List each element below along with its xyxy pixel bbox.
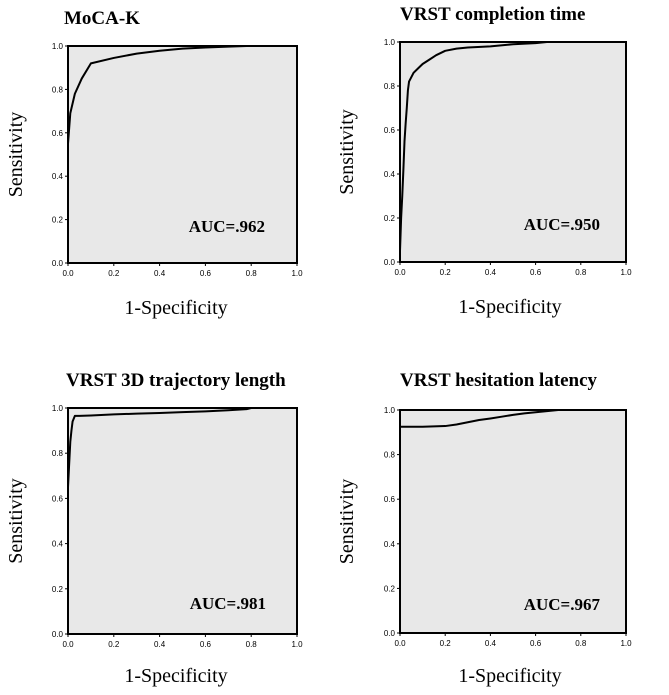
auc-annotation: AUC=.962: [189, 217, 265, 236]
roc-panel-1: MoCA-K 0.0 0.2 0.4 0.6 0.8 1.0 0.0 0.2 0.4 0.6 0.8 1…: [5, 8, 303, 319]
x-tick-label: 0.0: [394, 639, 406, 648]
y-tick-label: 0.8: [52, 85, 64, 94]
y-tick-label: 0.4: [52, 172, 64, 181]
auc-annotation: AUC=.950: [524, 215, 600, 234]
plot-frame: [67, 45, 298, 264]
x-tick-label: 1.0: [620, 639, 632, 648]
y-tick-label: 1.0: [52, 404, 64, 413]
y-tick-label: 0.6: [384, 126, 396, 135]
y-tick-label: 0.6: [52, 129, 64, 138]
x-tick-label: 0.8: [246, 640, 258, 649]
y-axis-label: Sensitivity: [336, 109, 358, 195]
y-axis-label: Sensitivity: [336, 479, 358, 565]
roc-curve-line: [399, 409, 626, 633]
x-tick-label: 0.4: [154, 640, 166, 649]
x-axis-label: 1-Specificity: [124, 297, 227, 319]
y-tick-label: 0.0: [384, 258, 396, 267]
y-tick-label: 1.0: [384, 38, 396, 47]
y-tick-label: 0.2: [384, 214, 396, 223]
y-tick-label: 0.0: [52, 630, 64, 639]
y-tick-label: 0.2: [384, 584, 396, 593]
y-tick-label: 0.8: [384, 82, 396, 91]
auc-annotation: AUC=.981: [190, 594, 266, 613]
x-tick-label: 0.0: [62, 269, 74, 278]
plot-area: [67, 407, 298, 635]
plot-area: [67, 45, 298, 264]
roc-panel-4: VRST hesitation latency 0.0 0.2 0.4 0.6 0.8 1.…: [336, 370, 632, 687]
y-tick-label: 0.4: [52, 540, 64, 549]
x-tick-label: 0.8: [575, 268, 587, 277]
y-tick-label: 1.0: [52, 42, 64, 51]
x-tick-label: 0.2: [440, 639, 452, 648]
x-tick-label: 0.4: [154, 269, 166, 278]
auc-annotation: AUC=.967: [524, 595, 601, 614]
y-tick-label: 0.2: [52, 216, 64, 225]
roc-panel-2: VRST completion time 0.0 0.2 0.4 0.6 0.8 1.0 0.…: [336, 4, 632, 318]
panel-title: MoCA-K: [64, 8, 140, 29]
x-axis-label: 1-Specificity: [124, 665, 227, 687]
roc-panel-3: VRST 3D trajectory length 0.0 0.2 0.4 0.6 0.8…: [5, 370, 303, 687]
x-tick-label: 0.6: [530, 639, 542, 648]
x-tick-label: 0.4: [485, 268, 497, 277]
x-tick-label: 1.0: [620, 268, 632, 277]
y-tick-label: 0.4: [384, 540, 396, 549]
x-tick-label: 0.8: [246, 269, 258, 278]
plot-frame: [399, 41, 627, 263]
x-tick-label: 0.4: [485, 639, 497, 648]
x-tick-label: 1.0: [291, 269, 303, 278]
roc-curve-line: [67, 407, 297, 488]
panel-title: VRST 3D trajectory length: [66, 370, 286, 391]
y-tick-label: 0.6: [384, 495, 396, 504]
y-axis-label: Sensitivity: [5, 478, 27, 564]
y-tick-label: 0.4: [384, 170, 396, 179]
x-tick-label: 0.2: [108, 269, 120, 278]
y-tick-label: 0.8: [52, 449, 64, 458]
x-tick-label: 0.0: [62, 640, 74, 649]
plot-frame: [399, 409, 627, 634]
x-axis-label: 1-Specificity: [458, 296, 561, 318]
x-axis-label: 1-Specificity: [458, 665, 561, 687]
x-tick-label: 0.6: [200, 269, 212, 278]
y-axis-label: Sensitivity: [5, 112, 27, 198]
x-tick-label: 0.0: [394, 268, 406, 277]
x-tick-label: 0.2: [108, 640, 120, 649]
plot-frame: [67, 407, 298, 635]
panel-title: VRST completion time: [400, 4, 585, 25]
y-tick-label: 0.8: [384, 451, 396, 460]
y-tick-label: 0.0: [52, 259, 64, 268]
x-tick-label: 1.0: [291, 640, 303, 649]
y-tick-label: 0.6: [52, 494, 64, 503]
roc-curve-line: [399, 41, 626, 252]
x-tick-label: 0.6: [200, 640, 212, 649]
y-tick-label: 0.2: [52, 585, 64, 594]
x-tick-label: 0.6: [530, 268, 542, 277]
panel-title: VRST hesitation latency: [400, 370, 598, 391]
y-tick-label: 1.0: [384, 406, 396, 415]
x-tick-label: 0.8: [575, 639, 587, 648]
y-tick-label: 0.0: [384, 629, 396, 638]
x-tick-label: 0.2: [440, 268, 452, 277]
